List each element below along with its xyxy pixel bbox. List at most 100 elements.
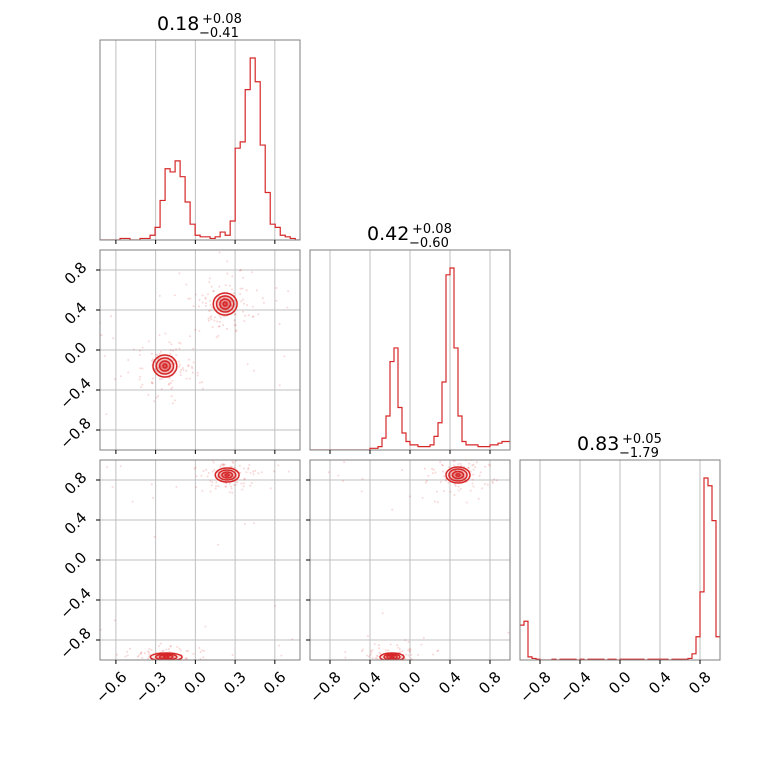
sample-point (378, 651, 381, 654)
sample-point (466, 451, 468, 453)
contour-level (224, 473, 230, 477)
sample-point (433, 500, 436, 503)
sample-point (179, 371, 182, 374)
sample-point (209, 673, 211, 675)
x-tick-label: 0.3 (220, 668, 250, 698)
sample-point (275, 299, 278, 302)
y-tick-label: −0.4 (56, 374, 94, 412)
sample-point (471, 482, 474, 485)
sample-point (225, 482, 228, 485)
sample-point (344, 651, 347, 654)
sample-point (215, 485, 218, 488)
title-param-2: 0.83 +0.05 −1.79 (577, 432, 662, 461)
sample-point (138, 378, 141, 381)
sample-point (243, 302, 246, 305)
sample-point (371, 649, 374, 652)
sample-point (152, 377, 155, 380)
sample-point (245, 289, 248, 292)
sample-point (424, 481, 427, 484)
sample-point (243, 522, 246, 525)
sample-point (140, 651, 143, 654)
sample-point (491, 481, 494, 484)
sample-point (291, 638, 294, 641)
sample-point (140, 386, 143, 389)
sample-point (168, 341, 171, 344)
sample-point (251, 305, 254, 308)
sample-point (441, 470, 444, 473)
sample-point (174, 661, 176, 663)
sample-point (212, 289, 215, 292)
sample-point (398, 651, 401, 654)
sample-point (452, 451, 454, 453)
title-minus: −0.60 (409, 236, 449, 251)
sample-point (230, 465, 233, 468)
sample-point (194, 466, 197, 469)
contour-panel-0-1 (96, 249, 301, 454)
sample-point (206, 475, 209, 478)
sample-point (211, 306, 214, 309)
sample-point (459, 462, 462, 465)
sample-point (171, 386, 174, 389)
sample-point (213, 469, 216, 472)
y-tick-label: 0.4 (61, 298, 91, 328)
y-tick-label: 0.4 (61, 508, 91, 538)
sample-point (252, 369, 255, 372)
sample-point (378, 647, 381, 650)
sample-point (381, 612, 384, 615)
sample-point (495, 479, 498, 482)
sample-point (346, 668, 348, 670)
sample-point (224, 309, 227, 312)
sample-point (337, 474, 340, 477)
sample-point (393, 421, 395, 423)
sample-point (242, 467, 245, 470)
sample-point (202, 470, 205, 473)
sample-point (507, 631, 510, 634)
sample-point (139, 652, 142, 655)
sample-point (148, 653, 151, 656)
sample-point (158, 352, 161, 355)
sample-point (215, 336, 218, 339)
sample-point (446, 454, 448, 456)
sample-point (274, 604, 277, 607)
sample-point (382, 662, 384, 664)
sample-point (284, 450, 286, 452)
sample-point (397, 646, 400, 649)
sample-point (162, 663, 164, 665)
sample-point (379, 652, 382, 655)
sample-point (172, 349, 175, 352)
sample-point (147, 393, 150, 396)
sample-point (178, 365, 181, 368)
sample-point (141, 383, 144, 386)
sample-point (373, 642, 376, 645)
sample-point (252, 315, 255, 318)
sample-point (221, 689, 223, 691)
contour-level (451, 470, 465, 480)
sample-point (384, 649, 387, 652)
sample-point (382, 662, 384, 664)
sample-point (366, 654, 369, 657)
sample-point (433, 456, 435, 458)
sample-point (204, 296, 207, 299)
panel-frame (99, 39, 301, 241)
sample-point (201, 301, 204, 304)
sample-point (126, 654, 129, 657)
sample-point (249, 484, 252, 487)
sample-point (150, 648, 153, 651)
sample-point (382, 672, 384, 674)
sample-point (143, 652, 146, 655)
sample-point (192, 305, 195, 308)
sample-point (410, 653, 413, 656)
sample-point (202, 664, 204, 666)
sample-point (366, 635, 369, 638)
sample-point (432, 653, 435, 656)
sample-point (106, 466, 109, 469)
sample-point (242, 482, 245, 485)
sample-point (471, 464, 474, 467)
sample-point (453, 460, 456, 463)
sample-point (439, 480, 442, 483)
sample-point (148, 647, 151, 650)
sample-point (257, 472, 260, 475)
sample-point (194, 293, 197, 296)
sample-point (205, 468, 208, 471)
sample-point (273, 470, 276, 473)
